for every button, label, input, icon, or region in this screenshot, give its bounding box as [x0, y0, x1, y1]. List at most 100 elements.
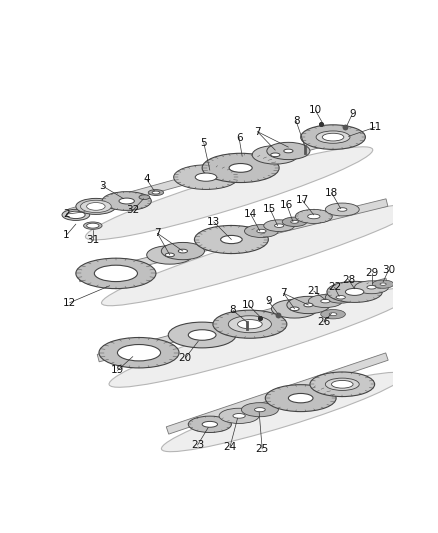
- Ellipse shape: [254, 408, 265, 411]
- Ellipse shape: [355, 281, 389, 294]
- Text: 9: 9: [265, 296, 272, 306]
- Ellipse shape: [109, 287, 418, 387]
- Text: 4: 4: [143, 174, 150, 184]
- Text: 29: 29: [365, 269, 378, 278]
- Ellipse shape: [287, 296, 330, 313]
- Ellipse shape: [139, 195, 150, 199]
- Text: 10: 10: [309, 105, 322, 115]
- Ellipse shape: [81, 200, 111, 213]
- Ellipse shape: [272, 300, 318, 318]
- Text: 8: 8: [293, 116, 300, 126]
- Ellipse shape: [76, 198, 116, 214]
- Ellipse shape: [275, 224, 284, 228]
- Ellipse shape: [308, 295, 342, 308]
- Ellipse shape: [94, 265, 138, 281]
- Polygon shape: [166, 353, 388, 434]
- Ellipse shape: [161, 243, 205, 260]
- Ellipse shape: [173, 165, 238, 189]
- Text: 6: 6: [236, 133, 242, 143]
- Ellipse shape: [84, 222, 102, 229]
- Text: 14: 14: [244, 209, 257, 219]
- Ellipse shape: [188, 416, 231, 432]
- Text: 11: 11: [369, 122, 382, 132]
- Text: 23: 23: [191, 440, 204, 450]
- Ellipse shape: [295, 209, 332, 223]
- Ellipse shape: [229, 164, 252, 172]
- Ellipse shape: [117, 344, 161, 361]
- Ellipse shape: [284, 149, 293, 153]
- Ellipse shape: [67, 211, 85, 219]
- Ellipse shape: [195, 173, 217, 181]
- Ellipse shape: [310, 372, 374, 397]
- Text: 25: 25: [256, 444, 269, 454]
- Ellipse shape: [148, 190, 164, 196]
- Text: 26: 26: [317, 317, 330, 327]
- Ellipse shape: [291, 220, 298, 223]
- Ellipse shape: [62, 209, 90, 221]
- Text: 10: 10: [242, 300, 255, 310]
- Ellipse shape: [336, 295, 346, 299]
- Ellipse shape: [288, 393, 313, 403]
- Text: 16: 16: [280, 200, 293, 210]
- Ellipse shape: [87, 223, 99, 228]
- Ellipse shape: [265, 385, 336, 411]
- Ellipse shape: [165, 253, 174, 257]
- Text: 28: 28: [342, 274, 355, 285]
- Text: 15: 15: [263, 204, 276, 214]
- Ellipse shape: [241, 402, 279, 417]
- Ellipse shape: [85, 147, 373, 240]
- Ellipse shape: [87, 203, 105, 210]
- Text: 9: 9: [349, 109, 356, 119]
- Ellipse shape: [301, 125, 365, 149]
- Ellipse shape: [178, 249, 187, 253]
- Polygon shape: [97, 278, 388, 362]
- Text: 7: 7: [154, 228, 161, 238]
- Ellipse shape: [119, 198, 134, 204]
- Ellipse shape: [202, 154, 279, 182]
- Ellipse shape: [332, 381, 353, 388]
- Text: 20: 20: [179, 353, 192, 363]
- Text: 1: 1: [64, 230, 70, 240]
- Text: 19: 19: [111, 366, 124, 375]
- Text: 8: 8: [230, 305, 236, 316]
- Ellipse shape: [152, 191, 160, 194]
- Ellipse shape: [325, 378, 359, 391]
- Text: 32: 32: [126, 205, 139, 215]
- Text: 2: 2: [64, 209, 70, 219]
- Text: 7: 7: [254, 127, 261, 137]
- Ellipse shape: [76, 258, 156, 288]
- Ellipse shape: [257, 229, 266, 233]
- Ellipse shape: [329, 313, 337, 316]
- Ellipse shape: [194, 225, 268, 254]
- Ellipse shape: [290, 307, 299, 311]
- Ellipse shape: [304, 303, 313, 307]
- Ellipse shape: [372, 280, 394, 288]
- Ellipse shape: [221, 236, 242, 244]
- Text: 17: 17: [296, 195, 309, 205]
- Ellipse shape: [367, 286, 376, 289]
- Ellipse shape: [219, 408, 259, 423]
- Text: 7: 7: [280, 288, 287, 298]
- Text: 22: 22: [328, 282, 341, 292]
- Ellipse shape: [147, 246, 193, 264]
- Ellipse shape: [102, 192, 151, 211]
- Ellipse shape: [202, 422, 218, 427]
- Text: 30: 30: [382, 265, 395, 276]
- Ellipse shape: [267, 142, 310, 159]
- Ellipse shape: [327, 281, 382, 302]
- Ellipse shape: [321, 300, 330, 303]
- Ellipse shape: [332, 380, 353, 389]
- Ellipse shape: [233, 414, 245, 418]
- Ellipse shape: [316, 131, 350, 143]
- Ellipse shape: [324, 134, 342, 141]
- Ellipse shape: [282, 217, 307, 227]
- Text: 21: 21: [307, 286, 321, 296]
- Ellipse shape: [252, 146, 298, 164]
- Ellipse shape: [90, 204, 102, 209]
- Ellipse shape: [325, 203, 359, 216]
- Ellipse shape: [244, 224, 279, 238]
- Polygon shape: [69, 138, 330, 216]
- Ellipse shape: [346, 288, 364, 295]
- Ellipse shape: [321, 310, 346, 319]
- Ellipse shape: [162, 373, 405, 451]
